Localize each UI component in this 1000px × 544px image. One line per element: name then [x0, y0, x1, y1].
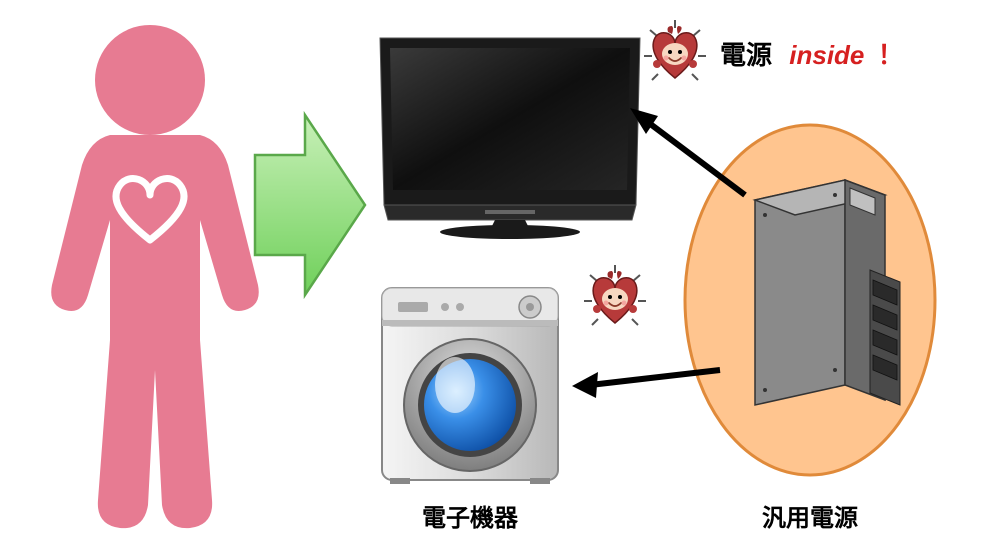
washing-machine-device: [370, 280, 570, 490]
inside-exclaim: ！: [878, 40, 904, 70]
power-supply-label: 汎用電源: [720, 498, 900, 533]
inside-prefix: 電源: [720, 40, 772, 70]
arrow-to-washer: [560, 350, 730, 410]
person-figure: [40, 20, 260, 530]
heart-mascot-icon: [580, 263, 650, 341]
heart-mascot-icon: [640, 18, 710, 96]
arrow-to-tv: [620, 100, 760, 210]
inside-italic: inside: [789, 40, 864, 70]
power-supply-unit: [735, 170, 910, 430]
concept-arrow: [250, 110, 370, 300]
devices-label: 電子機器: [380, 498, 560, 533]
inside-callout: 電源 inside ！: [720, 35, 904, 72]
tv-device: [370, 30, 650, 240]
